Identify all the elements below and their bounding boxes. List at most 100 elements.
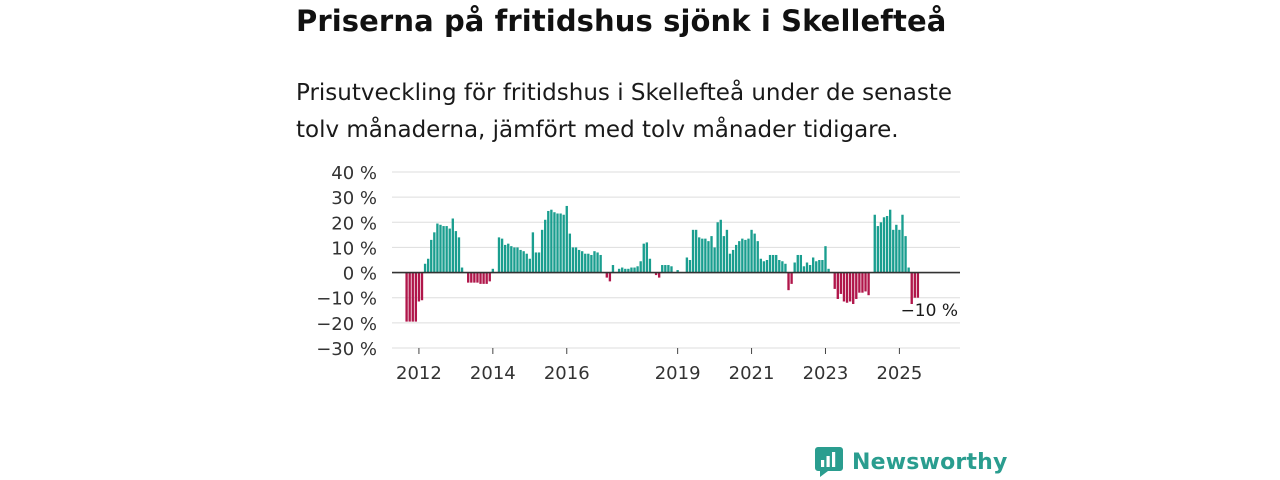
bar (568, 233, 572, 273)
bar (701, 238, 704, 273)
bar (544, 219, 547, 273)
bar (534, 252, 538, 273)
bar (725, 229, 729, 273)
bar (608, 272, 612, 282)
bar (694, 229, 698, 273)
bar (537, 252, 541, 273)
bar (519, 249, 522, 273)
bar (454, 231, 458, 273)
bar (451, 218, 454, 273)
bar (885, 216, 889, 273)
bar (559, 213, 562, 273)
bar (636, 266, 639, 273)
chart-title: Priserna på fritidshus sjönk i Skellefte… (296, 4, 947, 38)
bar (698, 237, 701, 273)
bar (765, 260, 769, 273)
bar (802, 266, 806, 273)
bar (839, 272, 843, 294)
bar (547, 210, 550, 273)
bars (405, 205, 920, 322)
bar (460, 267, 464, 273)
bar (818, 260, 821, 273)
bar (442, 226, 445, 273)
bar (688, 260, 692, 273)
bar (799, 254, 803, 273)
bar (815, 261, 818, 273)
bar (661, 265, 664, 273)
bar (775, 254, 778, 273)
bar (633, 267, 636, 273)
bar (525, 253, 528, 273)
bar (457, 237, 461, 273)
bar (645, 242, 649, 273)
bar (648, 258, 652, 273)
bar (405, 272, 408, 322)
bar (750, 229, 753, 273)
bar (904, 236, 907, 273)
x-tick-label: 2023 (803, 363, 849, 384)
x-tick-label: 2014 (470, 363, 516, 384)
bar (867, 272, 870, 296)
bar (624, 268, 627, 273)
bar (734, 244, 738, 273)
bar (811, 257, 815, 273)
newsworthy-logo-icon (815, 447, 843, 477)
bar (704, 238, 707, 273)
bar (436, 223, 439, 273)
bar (485, 272, 488, 284)
y-tick-label: −20 % (316, 314, 377, 335)
bar (787, 272, 790, 291)
bar (910, 272, 913, 304)
newsworthy-brand[interactable]: Newsworthy (814, 446, 1008, 478)
bar (642, 243, 645, 273)
y-tick-label: −10 % (316, 289, 377, 310)
bar (553, 212, 556, 273)
bar (411, 272, 414, 322)
bar (707, 241, 710, 273)
bar (587, 253, 590, 273)
bar (759, 258, 762, 273)
bar (522, 251, 525, 273)
bar (565, 205, 568, 273)
bar (784, 263, 787, 273)
bar-chart: 40 %30 %20 %10 %0 %−10 %−20 %−30 % 2012 2… (316, 163, 960, 384)
bar (855, 272, 858, 299)
bar (627, 268, 630, 273)
bar (500, 238, 504, 273)
bar (738, 241, 741, 273)
bar (778, 260, 781, 273)
bar (781, 261, 784, 273)
x-tick-label: 2025 (876, 363, 922, 384)
last-value-annotation: −10 % (901, 301, 958, 321)
bar (439, 224, 442, 273)
bar (728, 253, 732, 273)
bar (491, 268, 495, 273)
bar (731, 249, 735, 273)
y-tick-label: 30 % (331, 188, 377, 209)
bar (710, 236, 713, 273)
bar (821, 260, 824, 273)
x-axis: 2012 2014 2016 2019 2021 2023 2025 (396, 348, 922, 384)
bar (599, 254, 602, 273)
bar (479, 272, 482, 284)
bar (473, 272, 476, 283)
bar (895, 224, 898, 273)
bar (845, 272, 849, 303)
bar (550, 209, 553, 273)
y-tick-label: 20 % (331, 213, 377, 234)
bar (654, 272, 658, 276)
bar (467, 272, 470, 283)
bar (722, 236, 726, 273)
bar (836, 272, 839, 299)
bar (408, 272, 411, 322)
bar (691, 229, 695, 273)
bar (617, 268, 621, 273)
bar (882, 217, 886, 273)
y-tick-label: 10 % (331, 238, 377, 259)
bar (873, 214, 876, 273)
bar (516, 247, 519, 273)
bar (913, 272, 916, 298)
brand-name: Newsworthy (852, 449, 1008, 475)
bar (507, 243, 510, 273)
bar (571, 247, 575, 273)
